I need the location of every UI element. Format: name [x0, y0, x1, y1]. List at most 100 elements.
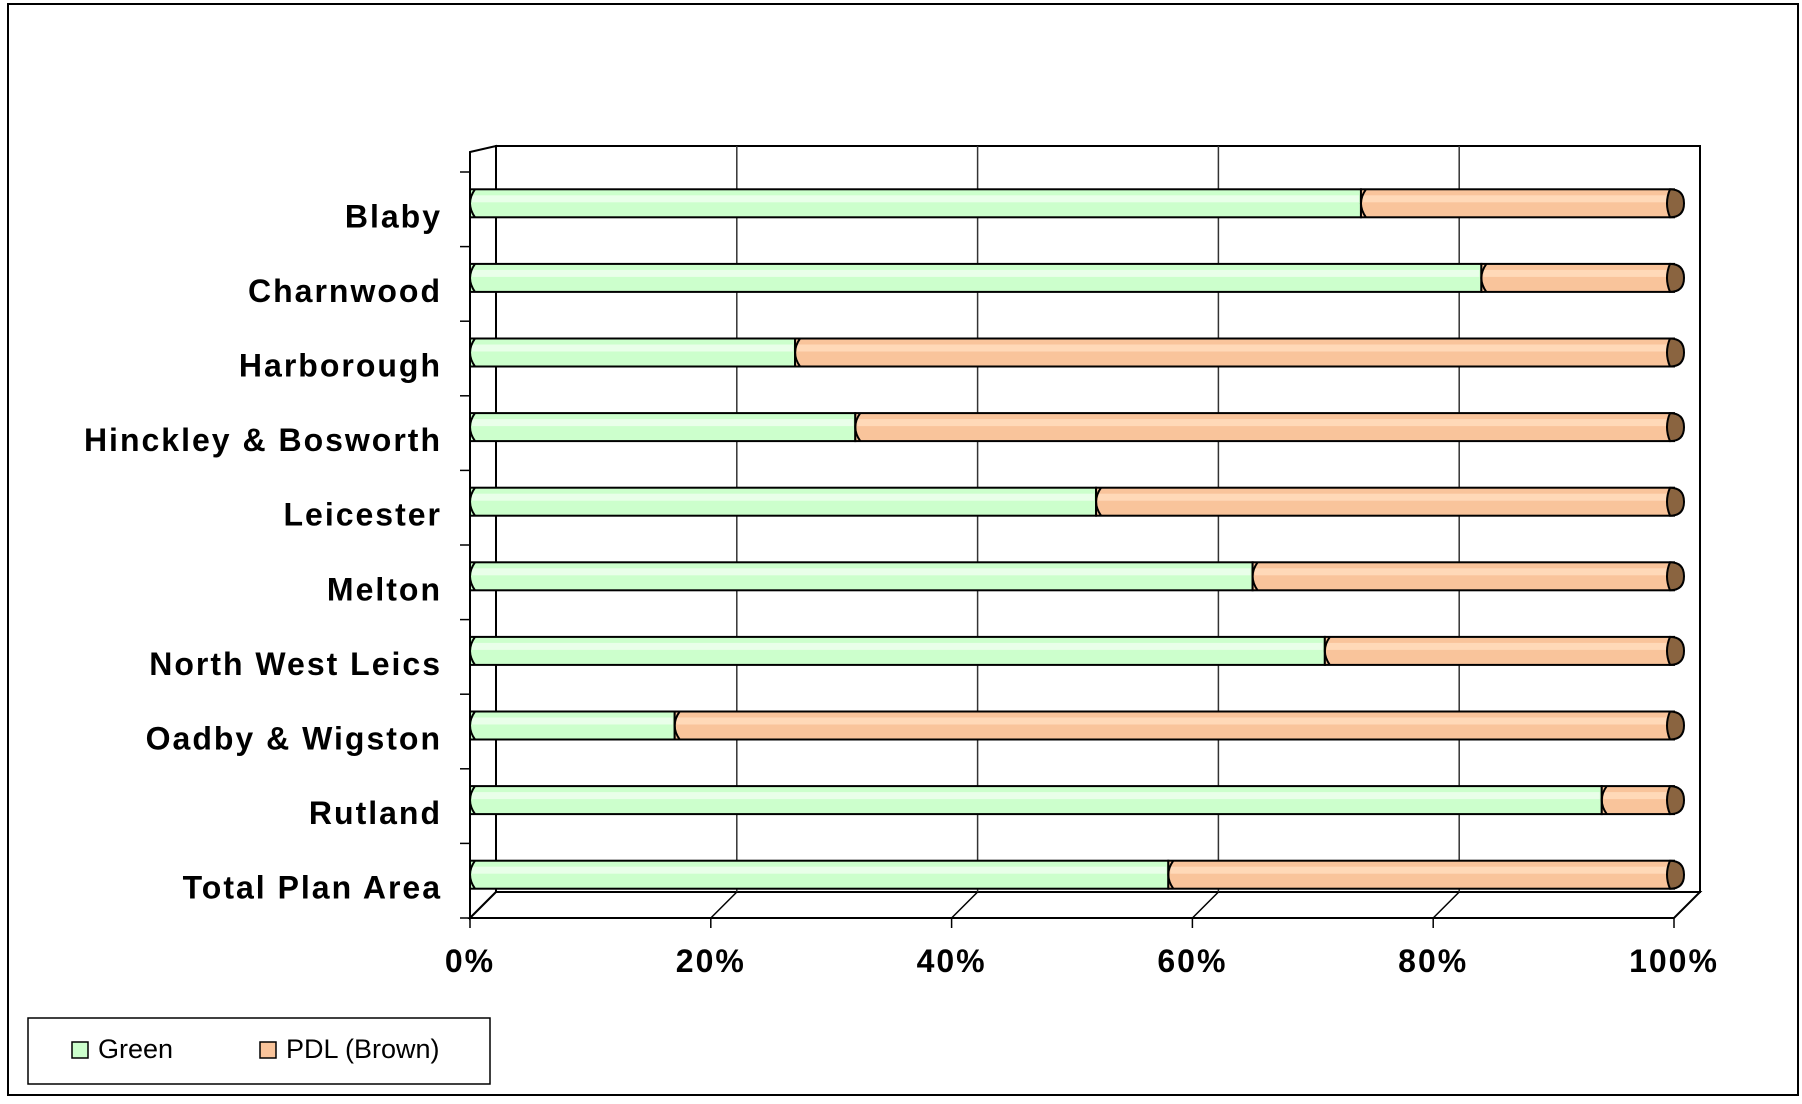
category-label: North West Leics [149, 646, 442, 682]
legend: Green PDL (Brown) [27, 1017, 491, 1085]
category-label: Blaby [345, 198, 442, 234]
bar-segment-pdl [1480, 262, 1675, 293]
bar-segment-pdl [1323, 635, 1675, 666]
category-label: Oadby & Wigston [146, 721, 442, 757]
bar-end-cap [1666, 188, 1686, 219]
x-tick-label: 0% [445, 943, 495, 979]
bar-highlight [1326, 642, 1672, 650]
bar-joint [469, 412, 476, 442]
bar-highlight [676, 717, 1672, 725]
bar-joint [673, 710, 681, 741]
bar-segment-green [469, 635, 1326, 666]
bar-row [469, 635, 1686, 666]
bar-segment-pdl [1251, 561, 1675, 592]
x-tick-label: 100% [1629, 943, 1719, 979]
category-label: Leicester [283, 497, 442, 533]
bar-segment-pdl [1095, 486, 1675, 517]
bar-segment-green [469, 785, 1603, 816]
category-label: Harborough [239, 348, 442, 384]
bar-highlight [472, 866, 1167, 874]
bar-row [469, 412, 1686, 443]
bar-row [469, 859, 1686, 890]
bar-end-cap [1666, 785, 1686, 816]
bar-end-cap [1666, 337, 1686, 368]
bar-joint [469, 785, 476, 815]
bar-joint [469, 860, 476, 890]
bar-segment-green [469, 710, 676, 741]
bar-segment-pdl [854, 412, 1675, 443]
category-label: Total Plan Area [183, 870, 442, 906]
bar-highlight [472, 344, 794, 352]
bar-highlight [472, 792, 1600, 800]
bar-joint [1359, 188, 1367, 218]
bar-joint [1600, 785, 1608, 815]
bar-segment-pdl [794, 337, 1675, 368]
bar-joint [469, 636, 476, 666]
bar-highlight [472, 419, 854, 427]
bar-joint [1167, 860, 1175, 890]
x-tick-label: 60% [1157, 943, 1227, 979]
outer-frame [7, 3, 1799, 1096]
bar-highlight [1362, 195, 1672, 203]
bar-highlight [797, 344, 1672, 352]
x-tick-label: 20% [676, 943, 746, 979]
bar-joint [854, 412, 862, 442]
bar-end-cap [1666, 710, 1686, 741]
floor-gridline [951, 891, 979, 919]
bar-segment-green [469, 859, 1170, 890]
bar-segment-pdl [1600, 785, 1676, 816]
bar-joint [469, 561, 476, 591]
x-tick-label: 40% [917, 943, 987, 979]
bar-highlight [472, 642, 1323, 650]
bar-segment-green [469, 561, 1254, 592]
bar-segment-green [469, 262, 1483, 293]
category-label: Rutland [309, 795, 442, 831]
plot-floor [467, 891, 1703, 919]
bar-segment-pdl [1359, 188, 1675, 219]
bar-end-cap [1666, 635, 1686, 666]
bar-joint [469, 487, 476, 517]
bar-row [469, 785, 1686, 816]
bar-highlight [472, 717, 673, 725]
bar-highlight [472, 195, 1359, 203]
bar-joint [1095, 487, 1102, 517]
legend-swatch [71, 1041, 89, 1059]
floor-gridline [469, 891, 497, 919]
legend-swatch [259, 1041, 277, 1059]
bar-segment-green [469, 412, 857, 443]
bar-end-cap [1666, 561, 1686, 592]
bar-segment-pdl [673, 710, 1675, 741]
bar-highlight [1170, 866, 1672, 874]
bar-row [469, 486, 1686, 517]
category-label: Hinckley & Bosworth [84, 422, 442, 458]
legend-label: Green [98, 1034, 173, 1064]
floor-gridline [1673, 891, 1701, 919]
bar-row [469, 561, 1686, 592]
bar-segment-pdl [1167, 859, 1675, 890]
bar-segment-green [469, 188, 1362, 219]
category-labels: Blaby Charnwood Harborough Hinckley & Boswo… [84, 198, 442, 906]
bar-joint [1480, 263, 1488, 293]
bar-end-cap [1666, 412, 1686, 443]
bar-end-cap [1666, 859, 1686, 890]
bar-joint [469, 337, 476, 368]
bar-row [469, 710, 1686, 741]
floor-gridline [1432, 891, 1460, 919]
bar-highlight [857, 419, 1672, 427]
bar-row [469, 262, 1686, 293]
bar-highlight [1483, 269, 1672, 277]
bar-joint [469, 263, 476, 293]
bar-joint [469, 710, 476, 741]
bar-joint [1251, 561, 1259, 591]
bar-highlight [472, 493, 1095, 501]
plot-back-wall [495, 145, 1701, 893]
bar-highlight [472, 269, 1480, 277]
x-tick-label: 80% [1398, 943, 1468, 979]
bar-end-cap [1666, 486, 1686, 517]
bars [469, 188, 1686, 890]
x-axis-ticks: 0% 20% 40% 60% 80% 100% [445, 943, 1719, 979]
bar-highlight [472, 568, 1251, 576]
bar-joint [469, 188, 476, 218]
